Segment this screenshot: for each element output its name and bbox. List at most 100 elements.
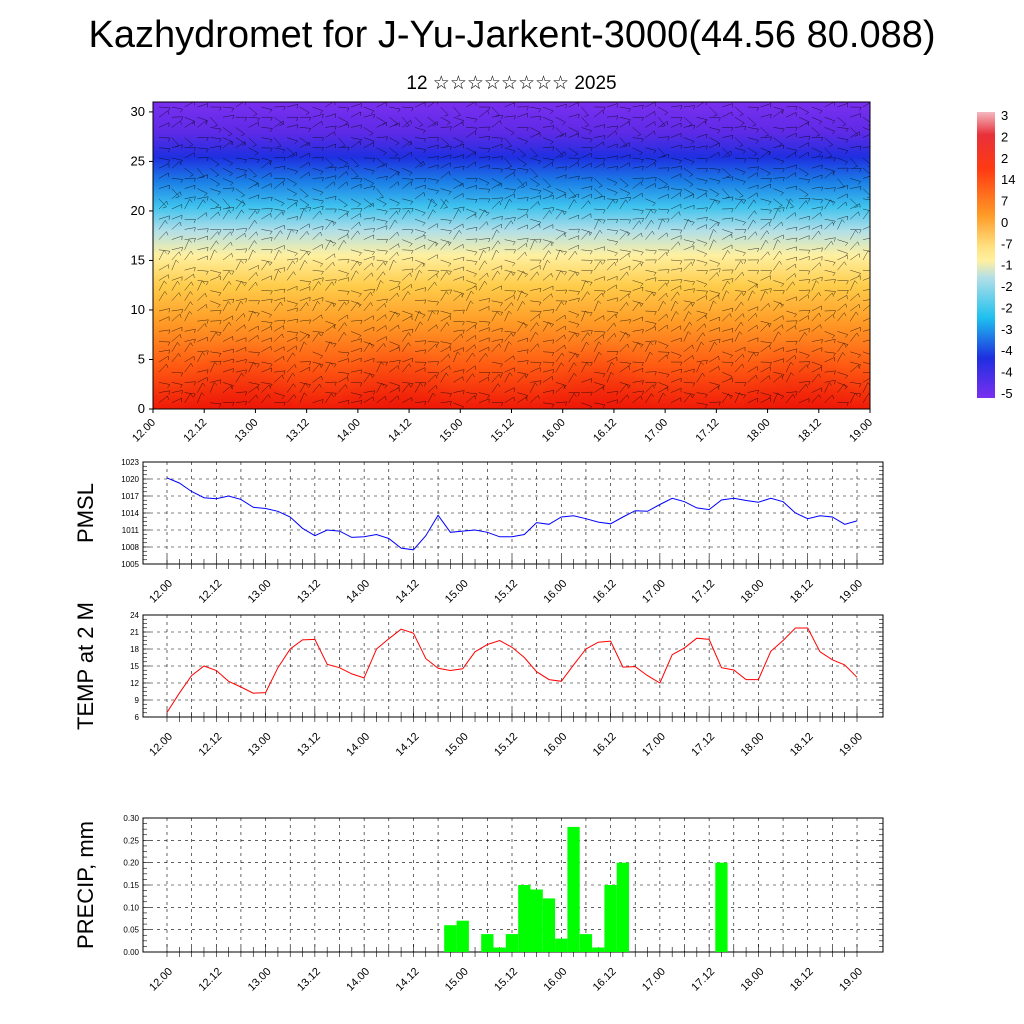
wind-barb [734, 199, 744, 210]
wind-barb [274, 181, 285, 189]
wind-barb [747, 247, 760, 253]
wind-barb [658, 341, 669, 349]
wind-barb [363, 167, 375, 175]
wind-barb [786, 237, 798, 242]
wind-barb [798, 116, 810, 125]
wind-barb [862, 361, 870, 365]
y-tick-label: 0.15 [123, 881, 139, 890]
wind-barb [376, 303, 387, 312]
wind-barb [210, 290, 222, 297]
wind-barb [619, 382, 631, 389]
wind-barb [261, 196, 273, 202]
wind-barb [274, 208, 286, 215]
wind-barb [248, 265, 259, 271]
wind-barb [581, 137, 593, 143]
wind-barb [440, 171, 451, 179]
wind-barb [862, 382, 870, 393]
wind-barb [747, 366, 758, 373]
wind-barb [427, 384, 438, 393]
wind-barb [658, 371, 670, 378]
wind-barb [606, 261, 617, 271]
wind-barb [709, 294, 720, 302]
wind-barb [273, 301, 283, 312]
wind-barb [478, 337, 490, 342]
wind-barb [299, 366, 311, 373]
wind-barb [325, 253, 336, 261]
wind-barb [824, 137, 834, 147]
wind-barb [645, 259, 657, 264]
wind-barb [606, 297, 618, 302]
x-tick-label: 15.00 [443, 966, 471, 994]
wind-barb [414, 160, 425, 169]
wind-barb [722, 176, 734, 181]
wind-barb [747, 324, 758, 332]
precip-bar [456, 920, 469, 952]
wind-barb [504, 269, 516, 277]
y-tick-label: 0.10 [123, 903, 139, 912]
wind-barb [350, 124, 363, 129]
wind-barb [619, 230, 629, 240]
wind-barb [542, 361, 555, 367]
x-tick-label: 15.00 [443, 731, 471, 759]
wind-barb [619, 142, 630, 149]
wind-barb [440, 346, 451, 353]
wind-barb [286, 285, 298, 291]
wind-barb [274, 198, 285, 207]
wind-barb [517, 106, 529, 111]
wind-barb [542, 146, 555, 151]
wind-barb [773, 347, 784, 353]
wind-barb [658, 167, 670, 172]
wind-barb [683, 392, 696, 399]
wind-barb [248, 210, 258, 220]
wind-barb [747, 192, 758, 200]
wind-barb [530, 223, 541, 230]
wind-barb [555, 314, 566, 322]
wind-barb [722, 134, 734, 140]
wind-barb [760, 341, 772, 347]
wind-barb [581, 280, 589, 291]
wind-barb [632, 157, 644, 164]
wind-barb [440, 270, 450, 281]
wind-barb [530, 310, 542, 316]
wind-barb [171, 333, 182, 342]
wind-barb [478, 376, 490, 383]
wind-barb [619, 162, 630, 169]
wind-barb [248, 194, 260, 200]
x-tick-label: 18.00 [739, 731, 767, 759]
wind-barb [414, 208, 426, 216]
wind-barb [248, 116, 261, 122]
wind-barb [286, 300, 299, 307]
wind-barb [670, 300, 679, 312]
wind-barb [734, 291, 744, 301]
wind-barb [504, 115, 516, 120]
y-tick-label: 9 [135, 696, 140, 705]
wind-barb [862, 146, 870, 149]
wind-barb [824, 157, 836, 162]
wind-barb [158, 249, 167, 261]
wind-barb [734, 218, 747, 226]
wind-barb [760, 288, 772, 293]
wind-barb [645, 310, 657, 316]
wind-barb [568, 244, 579, 251]
colorbar-label: 2 [1001, 151, 1008, 166]
wind-barb [158, 184, 170, 190]
wind-barb [785, 361, 794, 373]
wind-barb [222, 228, 235, 233]
wind-barb [568, 362, 577, 373]
wind-barb [158, 172, 170, 179]
wind-barb [760, 323, 770, 332]
colorbar-label: -5 [1001, 386, 1013, 401]
wind-barb [158, 249, 171, 255]
wind-barb [453, 320, 465, 326]
wind-barb [773, 144, 785, 149]
wind-barb [594, 386, 605, 393]
wind-barb [466, 320, 478, 327]
wind-barb [721, 249, 731, 261]
wind-barb [632, 367, 644, 373]
wind-barb [197, 147, 209, 153]
wind-barb [862, 377, 870, 383]
wind-barb [517, 360, 529, 365]
wind-barb [402, 117, 410, 127]
wind-barb [402, 198, 414, 205]
wind-barb [491, 338, 503, 343]
